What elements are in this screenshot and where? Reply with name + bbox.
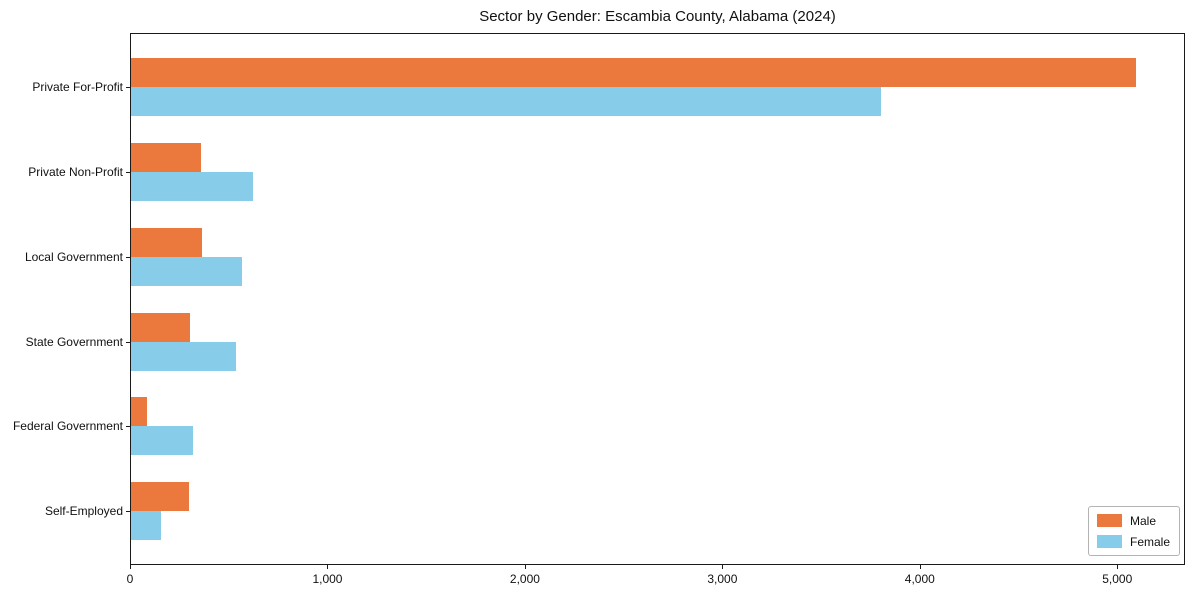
ytick-mark (126, 511, 130, 513)
ytick-label: State Government (25, 334, 123, 349)
bar-male (131, 227, 203, 257)
bar-male (131, 482, 190, 512)
xtick-label: 5,000 (1102, 572, 1133, 586)
xtick-mark (524, 565, 526, 569)
xtick-mark (327, 565, 329, 569)
legend-label-male: Male (1130, 513, 1157, 528)
legend: Male Female (1088, 506, 1180, 556)
bar-female (131, 426, 194, 456)
bar-male (131, 58, 1137, 87)
bar-male (131, 142, 202, 172)
legend-item-female: Female (1097, 535, 1171, 549)
xtick-mark (130, 565, 131, 569)
legend-item-male: Male (1097, 514, 1171, 528)
ytick-label: Federal Government (12, 419, 123, 434)
plot-area (130, 33, 1185, 565)
ytick-label: Self-Employed (44, 504, 123, 519)
bar-male (131, 397, 147, 427)
ytick-mark (126, 426, 130, 428)
xtick-mark (722, 565, 724, 569)
bar-female (131, 171, 254, 201)
ytick-label: Private Non-Profit (28, 164, 123, 179)
xtick-mark (919, 565, 921, 569)
bar-female (131, 341, 236, 371)
ytick-label: Private For-Profit (32, 80, 123, 94)
female-swatch-icon (1097, 535, 1122, 548)
xtick-label: 3,000 (707, 572, 738, 586)
xtick-mark (1117, 565, 1119, 569)
ytick-mark (126, 171, 130, 173)
bar-female (131, 511, 161, 541)
legend-label-female: Female (1130, 534, 1171, 549)
ytick-mark (126, 87, 130, 88)
xtick-label: 2,000 (509, 572, 540, 586)
ytick-label: Local Government (24, 249, 123, 264)
bar-female (131, 87, 882, 116)
ytick-mark (126, 256, 130, 258)
bar-female (131, 256, 242, 286)
xtick-label: 1,000 (312, 572, 343, 586)
xtick-label: 4,000 (904, 572, 935, 586)
chart-title: Sector by Gender: Escambia County, Alaba… (479, 8, 836, 25)
ytick-mark (126, 341, 130, 343)
male-swatch-icon (1097, 514, 1122, 527)
bar-male (131, 312, 191, 342)
xtick-label: 0 (126, 572, 134, 586)
